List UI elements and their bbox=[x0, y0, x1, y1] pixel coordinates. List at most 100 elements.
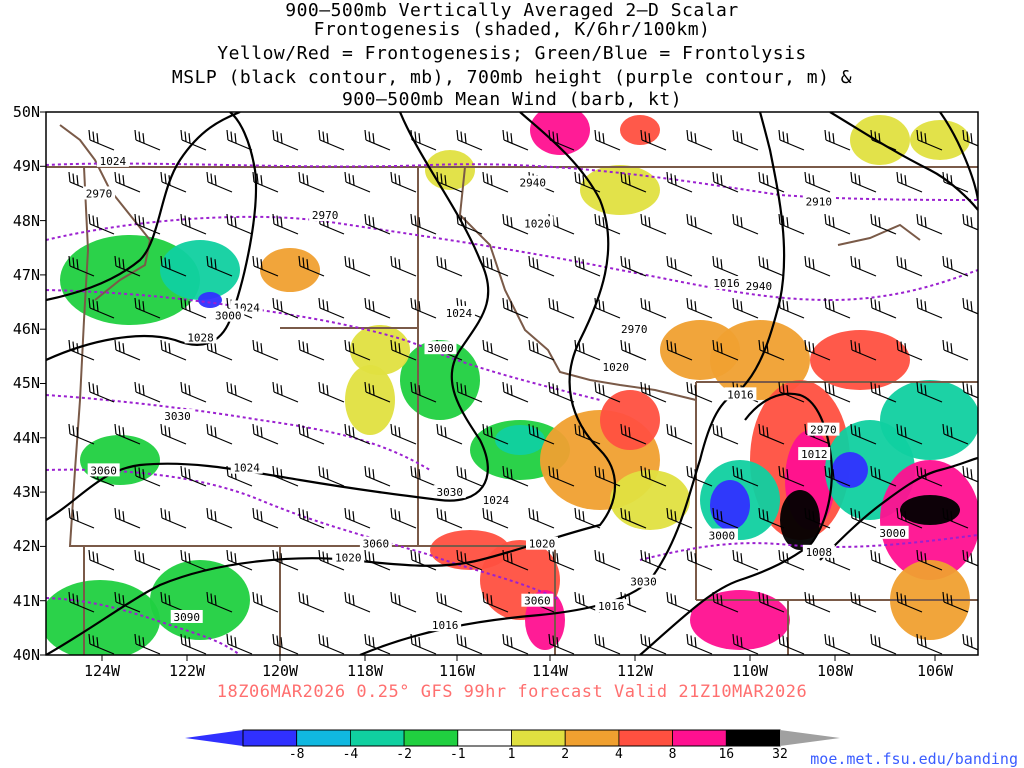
wind-barb bbox=[640, 129, 667, 151]
height-label-box bbox=[521, 593, 554, 607]
wind-barb bbox=[804, 507, 831, 529]
height-label: 3030 bbox=[436, 486, 463, 499]
wind-barb bbox=[896, 423, 923, 445]
wind-barb bbox=[548, 549, 575, 571]
wind-barb bbox=[686, 465, 713, 487]
wind-barb bbox=[456, 633, 483, 655]
height-label: 2970 bbox=[312, 209, 339, 222]
wind-barb bbox=[574, 339, 601, 361]
wind-barb bbox=[732, 549, 759, 571]
colorbar-label: 8 bbox=[668, 747, 677, 762]
mslp-labels: 1024102810241024102410201020102410201020… bbox=[96, 153, 835, 632]
wind-barb bbox=[758, 255, 785, 277]
wind-barb bbox=[548, 633, 575, 655]
height-label: 3030 bbox=[164, 410, 191, 423]
shading-blob bbox=[610, 470, 690, 530]
wind-barb bbox=[226, 129, 253, 151]
shading-blob bbox=[198, 292, 222, 308]
wind-barb bbox=[824, 129, 851, 151]
wind-barb bbox=[686, 549, 713, 571]
wind-barb bbox=[252, 423, 279, 445]
wind-barb bbox=[758, 171, 785, 193]
wind-barb bbox=[272, 549, 299, 571]
height-label-box bbox=[618, 322, 651, 336]
wind-barb bbox=[916, 549, 943, 571]
lon-label-108w: 108W bbox=[816, 662, 854, 680]
wind-barb bbox=[180, 213, 207, 235]
wind-barb bbox=[896, 591, 923, 613]
shading-blob bbox=[900, 495, 960, 525]
wind-barb bbox=[390, 339, 417, 361]
lon-label-106w: 106W bbox=[916, 662, 954, 680]
wind-barb bbox=[482, 423, 509, 445]
wind-barb bbox=[574, 171, 601, 193]
wind-barb bbox=[436, 171, 463, 193]
montana-reservoir bbox=[837, 223, 921, 246]
wind-barb bbox=[502, 549, 529, 571]
wind-barb bbox=[298, 255, 325, 277]
wind-barb bbox=[318, 633, 345, 655]
wind-barb bbox=[180, 297, 207, 319]
wind-barb bbox=[114, 423, 141, 445]
shading-blob bbox=[580, 165, 660, 215]
wind-barb bbox=[68, 591, 95, 613]
mslp-label: 1020 bbox=[524, 217, 551, 230]
mslp-contour-1024 bbox=[46, 112, 490, 521]
wind-barb bbox=[850, 255, 877, 277]
wind-barb bbox=[436, 255, 463, 277]
wind-barb bbox=[870, 129, 897, 151]
wind-barb bbox=[870, 297, 897, 319]
mslp-contour-1024-nw bbox=[46, 112, 241, 302]
colorbar-box bbox=[725, 729, 781, 747]
wind-barb bbox=[732, 633, 759, 655]
wind-barb bbox=[344, 255, 371, 277]
source-url[interactable]: moe.met.fsu.edu/banding bbox=[810, 750, 1018, 768]
wind-barb bbox=[456, 129, 483, 151]
wind-barb bbox=[732, 465, 759, 487]
shading-blob bbox=[80, 435, 160, 485]
colorbar-box bbox=[242, 729, 298, 747]
colorbar-box bbox=[296, 729, 351, 747]
colorbar-label: 4 bbox=[614, 747, 623, 762]
wind-barb bbox=[160, 171, 187, 193]
title-line-5: 900–500mb Mean Wind (barb, kt) bbox=[341, 89, 683, 110]
wind-barb bbox=[344, 339, 371, 361]
wind-barb bbox=[318, 129, 345, 151]
colorbar-box bbox=[457, 729, 512, 747]
wind-barb bbox=[778, 465, 805, 487]
height-label-box bbox=[161, 409, 194, 423]
wind-barb bbox=[942, 507, 969, 529]
wind-barb bbox=[686, 213, 713, 235]
wind-barb bbox=[318, 381, 345, 403]
mslp-label: 1008 bbox=[806, 546, 833, 559]
height-label-box bbox=[876, 525, 909, 539]
wind-barb bbox=[410, 213, 437, 235]
wind-barb bbox=[134, 633, 161, 655]
wind-barb bbox=[226, 549, 253, 571]
height-label: 2910 bbox=[806, 196, 833, 209]
wind-barb bbox=[482, 591, 509, 613]
wind-barb bbox=[686, 129, 713, 151]
mslp-label-box bbox=[230, 460, 263, 474]
wind-barb bbox=[502, 465, 529, 487]
wind-barb bbox=[134, 213, 161, 235]
mslp-label-box bbox=[525, 536, 558, 550]
wind-barb bbox=[804, 591, 831, 613]
mslp-label-box bbox=[802, 544, 835, 558]
wind-barb bbox=[574, 423, 601, 445]
wind-barb bbox=[252, 255, 279, 277]
wind-barb bbox=[712, 423, 739, 445]
wind-barb bbox=[712, 171, 739, 193]
height-label: 2940 bbox=[746, 280, 773, 293]
lon-label-120w: 120W bbox=[261, 662, 299, 680]
wind-barb bbox=[824, 297, 851, 319]
lat-label-45n: 45N bbox=[12, 374, 40, 392]
height-label-box bbox=[359, 536, 392, 550]
wind-barb bbox=[502, 297, 529, 319]
colorbar-label: -4 bbox=[342, 747, 359, 762]
wind-barb bbox=[298, 171, 325, 193]
shading-blob bbox=[160, 240, 240, 300]
wind-barb bbox=[114, 255, 141, 277]
wind-barb bbox=[896, 171, 923, 193]
shading-blob bbox=[620, 115, 660, 145]
